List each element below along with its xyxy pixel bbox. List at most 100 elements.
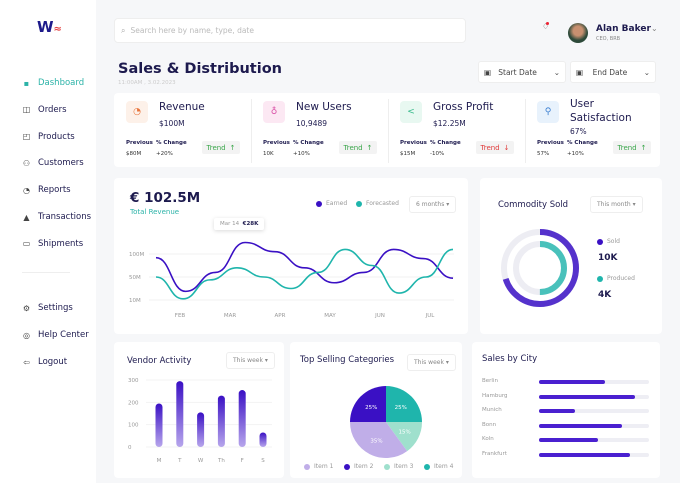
user-name[interactable]: Alan Baker xyxy=(596,24,651,34)
user-role: CEO, BRB xyxy=(596,36,621,42)
previous-label: Previous xyxy=(263,140,290,146)
sidebar-item-label: Logout xyxy=(38,357,68,367)
x-tick-label: MAY xyxy=(324,313,336,319)
pie-label: 25% xyxy=(395,405,407,411)
change-value: -10% xyxy=(430,151,445,157)
donut-chart xyxy=(501,229,579,307)
city-bar-fill xyxy=(539,452,631,457)
bar-M xyxy=(155,403,163,447)
x-tick-label: W xyxy=(198,458,204,464)
pie-label: 35% xyxy=(370,439,382,445)
legend-forecasted: Forecasted xyxy=(356,200,399,207)
commodity-period-dropdown[interactable]: This month ▾ xyxy=(590,196,643,213)
revenue-total: € 102.5M xyxy=(130,190,201,206)
city-bar-track xyxy=(539,409,649,413)
arrow-down-icon: ↓ xyxy=(503,143,510,152)
chart-icon: ◔ xyxy=(23,185,30,195)
x-tick-label: FEB xyxy=(175,313,186,319)
kpi-value: $12.25M xyxy=(433,119,466,128)
line-chart: 100M 50M 10M FEB MAR APR MAY JUN JUL xyxy=(129,241,454,319)
vendor-period-dropdown[interactable]: This week ▾ xyxy=(226,352,275,369)
city-bar-track xyxy=(539,394,649,399)
sidebar-item-orders[interactable]: ◫ Orders xyxy=(22,105,67,115)
chevron-down-icon[interactable]: ⌄ xyxy=(651,24,658,33)
change-label: % Change xyxy=(567,140,598,146)
sidebar-item-label: Settings xyxy=(38,303,73,313)
x-tick-label: JUN xyxy=(374,313,385,319)
x-tick-label: MAR xyxy=(224,313,237,319)
start-date-picker[interactable]: ▣ Start Date ⌄ xyxy=(478,61,566,83)
search-input[interactable]: ⌕ Search here by name, type, date xyxy=(114,18,466,43)
x-tick-label: T xyxy=(177,458,182,464)
avatar[interactable] xyxy=(568,23,588,43)
pie-slice-item-2 xyxy=(350,386,386,422)
legend-item-3: Item 3 xyxy=(384,463,413,470)
pie-chart: 25% 15% 35% 25% xyxy=(350,386,422,458)
y-tick-label: 50M xyxy=(129,275,141,281)
divider xyxy=(22,272,70,273)
period-dropdown[interactable]: 6 months ▾ xyxy=(409,196,457,213)
kpi-title: Revenue xyxy=(159,101,205,113)
kpi-title: New Users xyxy=(296,101,352,113)
lock-icon: ▲ xyxy=(23,212,30,222)
previous-value: 10K xyxy=(263,151,274,157)
bar-F xyxy=(238,390,246,447)
change-label: % Change xyxy=(293,140,324,146)
help-icon: ◎ xyxy=(23,330,30,340)
vendor-card: Vendor Activity This week ▾ 300 200 100 0 M T… xyxy=(114,342,284,478)
previous-label: Previous xyxy=(537,140,564,146)
y-tick-label: 300 xyxy=(128,378,139,384)
sidebar: W≈ ▪ Dashboard ◫ Orders ◰ Products ⚇ Customers ◔… xyxy=(0,0,96,483)
divider xyxy=(525,99,526,163)
sidebar-item-logout[interactable]: ⇦ Logout xyxy=(22,357,67,367)
city-bar-fill xyxy=(539,423,622,428)
sidebar-item-reports[interactable]: ◔ Reports xyxy=(22,185,71,195)
city-label: Berlin xyxy=(482,378,498,384)
sidebar-item-customers[interactable]: ⚇ Customers xyxy=(22,158,84,168)
bag-icon: ◫ xyxy=(22,105,31,115)
pie-label: 25% xyxy=(365,405,377,411)
legend-earned: Earned xyxy=(316,200,347,207)
commodity-card: Commodity Sold This month ▾ Sold 10K Pro… xyxy=(480,178,662,334)
bell-icon[interactable]: ♢ xyxy=(542,22,550,31)
sidebar-item-shipments[interactable]: ▭ Shipments xyxy=(22,239,83,249)
legend-item-1: Item 1 xyxy=(304,463,333,470)
x-tick-label: S xyxy=(261,458,265,464)
sidebar-item-products[interactable]: ◰ Products xyxy=(22,132,75,142)
city-bar-fill xyxy=(539,409,576,413)
page-datetime: 11:00AM , 3.02.2023 xyxy=(118,80,176,86)
page-title: Sales & Distribution xyxy=(118,61,282,77)
categories-period-dropdown[interactable]: This week ▾ xyxy=(407,354,456,371)
logout-icon: ⇦ xyxy=(23,357,30,367)
city-bar-fill xyxy=(539,438,599,442)
sidebar-item-help-center[interactable]: ◎ Help Center xyxy=(22,330,89,340)
city-label: Frankfurt xyxy=(482,450,507,457)
sidebar-item-dashboard[interactable]: ▪ Dashboard xyxy=(22,78,84,88)
pie-slice-item-1 xyxy=(350,422,408,458)
x-tick-label: Th xyxy=(217,458,225,464)
change-value: +10% xyxy=(567,151,584,157)
sidebar-item-label: Reports xyxy=(38,185,71,196)
legend-produced: Produced xyxy=(597,275,635,282)
share-icon: < xyxy=(400,101,422,123)
sidebar-item-settings[interactable]: ⚙ Settings xyxy=(22,303,73,313)
donut-arc-sold xyxy=(501,229,579,307)
pie-slice-item-4 xyxy=(386,386,422,422)
x-tick-label: JUL xyxy=(425,313,436,319)
kpi-value: 10,9489 xyxy=(296,119,328,128)
kpi-value: $100M xyxy=(159,119,185,128)
city-label: Munich xyxy=(482,407,502,413)
sidebar-item-label: Dashboard xyxy=(38,78,85,88)
y-tick-label: 10M xyxy=(129,298,141,304)
y-tick-label: 0 xyxy=(128,445,132,451)
end-date-picker[interactable]: ▣ End Date ⌄ xyxy=(570,61,656,83)
grid-icon: ▪ xyxy=(23,78,30,88)
tooltip: Mar 14 €28K xyxy=(214,218,265,230)
users-icon: ⚇ xyxy=(22,158,31,168)
sold-value: 10K xyxy=(598,253,618,263)
kpi-title: User Satisfaction xyxy=(570,98,632,124)
sidebar-item-transactions[interactable]: ▲ Transactions xyxy=(22,212,91,222)
city-label: Hamburg xyxy=(482,392,508,399)
sidebar-item-label: Customers xyxy=(38,158,84,169)
sidebar-item-label: Help Center xyxy=(38,330,89,340)
